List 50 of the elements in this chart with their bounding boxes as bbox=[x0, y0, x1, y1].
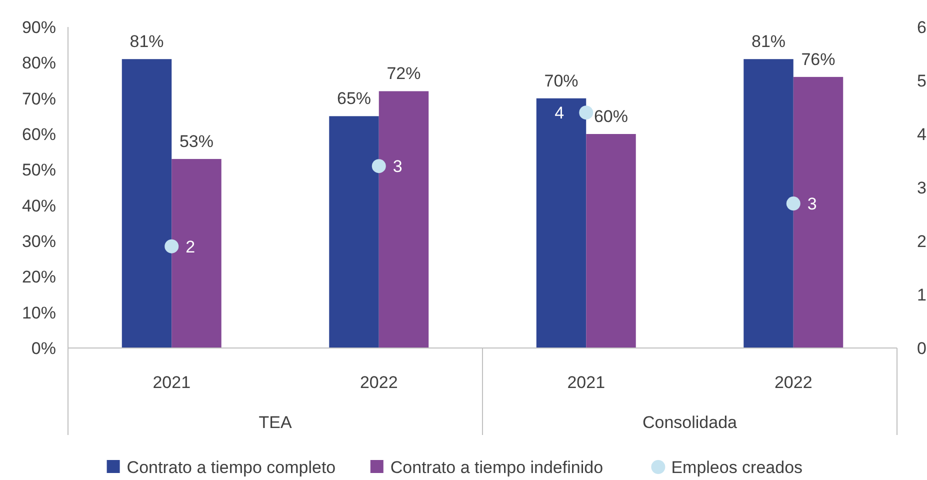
point bbox=[164, 239, 179, 254]
x-tick-label: 2022 bbox=[360, 373, 398, 392]
data-label: 2 bbox=[186, 237, 196, 256]
y-tick-label: 70% bbox=[22, 89, 56, 108]
data-label: 60% bbox=[594, 107, 628, 126]
text: Consolidada bbox=[642, 413, 738, 432]
data-label: 72% bbox=[386, 64, 421, 84]
legend-label: Contrato a tiempo completo bbox=[126, 458, 336, 477]
data-label: 65% bbox=[336, 89, 372, 108]
y2-tick-label: 0 bbox=[917, 339, 926, 358]
y-tick-label: 90% bbox=[22, 18, 56, 37]
x-tick-label: 2021 bbox=[567, 373, 606, 392]
data-label: 81% bbox=[130, 32, 164, 52]
y-tick-label: 60% bbox=[22, 125, 56, 144]
legend-label: Empleos creados bbox=[671, 458, 803, 477]
bar bbox=[586, 134, 636, 348]
y-tick-label: 50% bbox=[22, 160, 56, 180]
data-label: 76% bbox=[801, 50, 836, 69]
y2-tick-label: 4 bbox=[917, 125, 926, 144]
y-tick-label: 0% bbox=[31, 339, 56, 358]
y-tick-label: 30% bbox=[22, 232, 56, 251]
y2-tick-label: 3 bbox=[917, 178, 926, 198]
bar bbox=[172, 158, 222, 348]
bar bbox=[793, 76, 844, 348]
point bbox=[372, 159, 386, 174]
x-tick-label: 2022 bbox=[774, 373, 812, 392]
text: TEA bbox=[258, 413, 292, 432]
data-label: 70% bbox=[544, 71, 578, 90]
point bbox=[786, 196, 800, 211]
y-tick-label: 40% bbox=[22, 196, 56, 216]
y-tick-label: 80% bbox=[22, 54, 56, 73]
bar bbox=[378, 91, 429, 348]
data-label: 81% bbox=[751, 32, 786, 52]
y2-tick-label: 6 bbox=[917, 18, 926, 37]
bar bbox=[744, 59, 794, 348]
bar bbox=[122, 59, 172, 348]
y-tick-label: 10% bbox=[22, 303, 56, 322]
legend-label: Contrato a tiempo indefinido bbox=[390, 458, 604, 477]
y-tick-label: 20% bbox=[22, 268, 56, 287]
point bbox=[579, 106, 594, 120]
data-label: 3 bbox=[807, 194, 817, 214]
data-label: 4 bbox=[554, 104, 564, 123]
y2-tick-label: 5 bbox=[917, 72, 926, 90]
y2-tick-label: 2 bbox=[917, 232, 926, 251]
y2-tick-label: 1 bbox=[917, 286, 926, 304]
x-tick-label: 2021 bbox=[152, 373, 191, 392]
bar bbox=[329, 116, 379, 348]
bar bbox=[536, 98, 586, 348]
data-label: 3 bbox=[392, 157, 402, 176]
data-label: 53% bbox=[179, 132, 214, 151]
